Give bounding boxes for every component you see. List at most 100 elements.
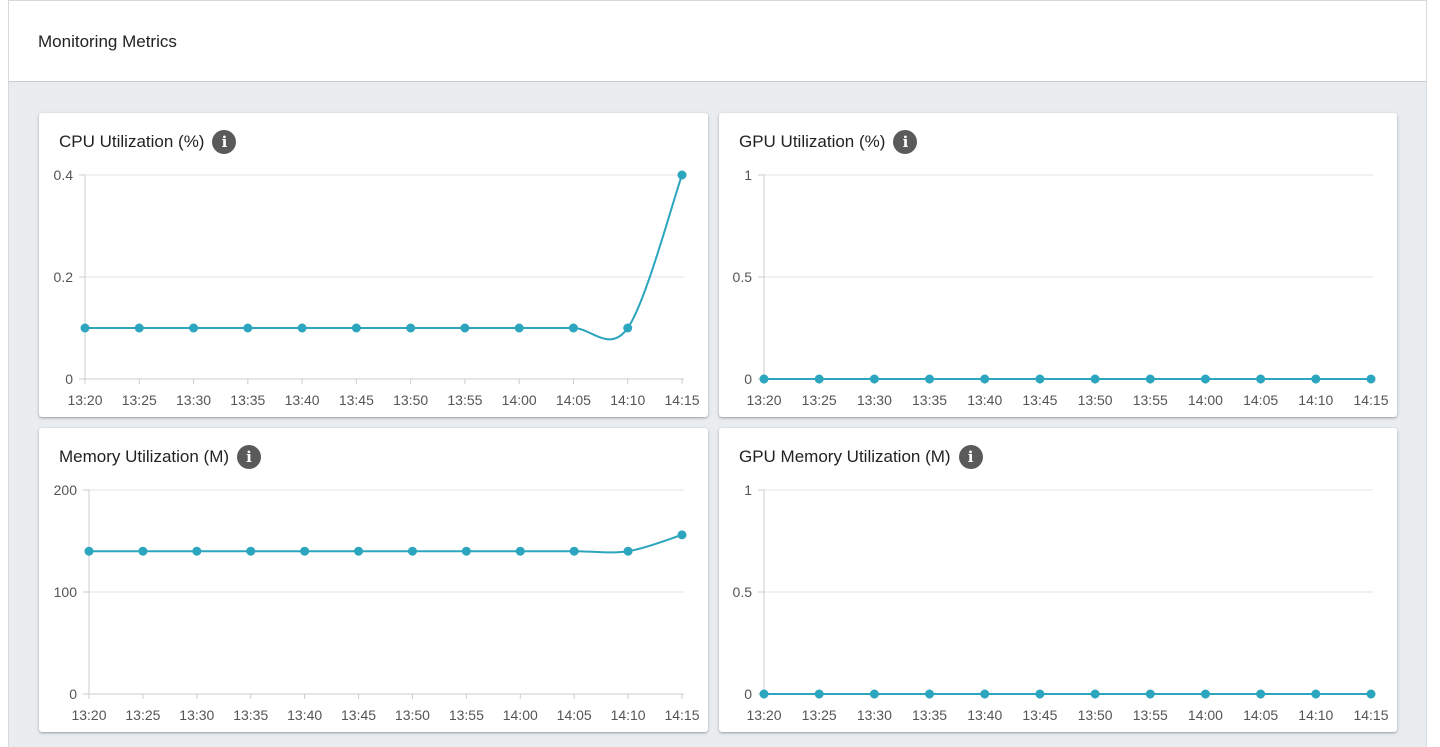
x-tick-label: 14:05 <box>557 707 592 723</box>
x-tick-label: 13:40 <box>287 707 322 723</box>
x-tick-label: 13:50 <box>1078 392 1113 408</box>
cpu-utilization-title: CPU Utilization (%) i <box>59 130 237 154</box>
x-tick-label: 13:40 <box>967 392 1002 408</box>
data-point <box>677 170 687 180</box>
y-tick-label: 0.2 <box>54 269 74 285</box>
data-point <box>514 323 524 333</box>
info-icon[interactable]: i <box>958 445 983 469</box>
data-point <box>515 546 525 556</box>
gpu-utilization-chart: 0 0.5 1 13:20 13:25 13:30 13:35 13:40 13:45 13:50… <box>733 167 1389 408</box>
data-point <box>189 323 199 333</box>
data-point <box>407 546 417 556</box>
memory-utilization-title: Memory Utilization (M) i <box>59 445 262 469</box>
x-tick-label: 13:50 <box>395 707 430 723</box>
info-icon[interactable]: i <box>893 130 918 154</box>
gpu-utilization-card: GPU Utilization (%) i 0 0.5 1 13:20 13:25 13:… <box>719 113 1397 417</box>
x-tick-label: 14:10 <box>1298 392 1333 408</box>
data-point <box>1145 374 1155 384</box>
data-point <box>759 374 769 384</box>
x-tick-label: 13:30 <box>176 392 211 408</box>
x-tick-label: 13:20 <box>746 707 781 723</box>
x-tick-label: 13:45 <box>1022 707 1057 723</box>
x-tick-label: 13:55 <box>447 392 482 408</box>
y-tick-label: 100 <box>54 584 78 600</box>
x-tick-label: 13:35 <box>912 707 947 723</box>
data-point <box>134 323 144 333</box>
card-title-label: GPU Memory Utilization (M) <box>739 447 951 466</box>
data-point <box>1145 689 1155 699</box>
x-tick-label: 13:55 <box>1133 392 1168 408</box>
data-point <box>869 374 879 384</box>
data-point <box>138 546 148 556</box>
x-tick-label: 13:55 <box>1133 707 1168 723</box>
x-tick-label: 13:20 <box>71 707 106 723</box>
data-point <box>1256 689 1266 699</box>
x-tick-label: 14:00 <box>503 707 538 723</box>
data-point <box>759 689 769 699</box>
card-title-label: CPU Utilization (%) <box>59 132 205 151</box>
data-point <box>354 546 364 556</box>
data-point <box>192 546 202 556</box>
x-tick-label: 14:15 <box>1353 707 1388 723</box>
cpu-utilization-card: CPU Utilization (%) i 0 0.2 0.4 13:20 13:25 1… <box>39 113 708 417</box>
y-tick-label: 1 <box>744 482 752 498</box>
app-frame: Monitoring Metrics CPU Utilization (%) i… <box>8 0 1427 747</box>
data-point <box>925 374 935 384</box>
data-point <box>1366 689 1376 699</box>
page-title: Monitoring Metrics <box>38 32 177 51</box>
cpu-utilization-chart: 0 0.2 0.4 13:20 13:25 13:30 13:35 13:40 13:45 13:… <box>54 167 700 408</box>
info-icon[interactable]: i <box>212 130 237 154</box>
data-point <box>460 323 470 333</box>
data-point <box>623 546 633 556</box>
data-point <box>406 323 416 333</box>
x-tick-label: 13:30 <box>179 707 214 723</box>
x-tick-label: 13:25 <box>125 707 160 723</box>
x-tick-label: 13:50 <box>1078 707 1113 723</box>
data-point <box>980 374 990 384</box>
y-tick-label: 200 <box>54 482 78 498</box>
x-tick-label: 13:30 <box>857 707 892 723</box>
series-line <box>85 174 683 341</box>
data-point <box>869 689 879 699</box>
x-tick-label: 14:00 <box>502 392 537 408</box>
y-tick-label: 0 <box>744 371 752 387</box>
x-tick-label: 13:25 <box>802 392 837 408</box>
y-tick-label: 0.4 <box>54 167 74 183</box>
data-point <box>1311 689 1321 699</box>
x-tick-label: 13:35 <box>233 707 268 723</box>
x-tick-label: 14:10 <box>611 707 646 723</box>
data-point <box>1200 374 1210 384</box>
data-point <box>980 689 990 699</box>
x-tick-label: 14:00 <box>1188 392 1223 408</box>
y-tick-label: 0 <box>69 686 77 702</box>
x-tick-label: 13:40 <box>967 707 1002 723</box>
memory-utilization-card: Memory Utilization (M) i 0 100 200 13:20 13:… <box>39 428 708 732</box>
x-tick-label: 13:30 <box>857 392 892 408</box>
x-tick-label: 13:35 <box>230 392 265 408</box>
data-point <box>814 689 824 699</box>
data-point <box>246 546 256 556</box>
x-tick-label: 13:45 <box>341 707 376 723</box>
data-point <box>568 323 578 333</box>
x-tick-label: 13:20 <box>746 392 781 408</box>
x-tick-label: 13:25 <box>122 392 157 408</box>
card-title-label: Memory Utilization (M) <box>59 447 230 466</box>
data-point <box>814 374 824 384</box>
data-point <box>1090 374 1100 384</box>
gpu-utilization-title: GPU Utilization (%) i <box>739 130 918 154</box>
data-point <box>1035 374 1045 384</box>
data-point <box>1090 689 1100 699</box>
data-point <box>80 323 90 333</box>
data-point <box>1200 689 1210 699</box>
x-tick-label: 13:50 <box>393 392 428 408</box>
x-tick-label: 14:05 <box>1243 392 1278 408</box>
page-header: Monitoring Metrics <box>9 1 1426 82</box>
info-icon[interactable]: i <box>237 445 262 469</box>
memory-utilization-chart: 0 100 200 13:20 13:25 13:30 13:35 13:40 13:45 13:… <box>54 482 700 723</box>
x-tick-label: 14:05 <box>556 392 591 408</box>
y-tick-label: 0.5 <box>733 269 753 285</box>
x-tick-label: 13:20 <box>67 392 102 408</box>
y-tick-label: 1 <box>744 167 752 183</box>
x-tick-label: 14:10 <box>610 392 645 408</box>
y-tick-label: 0 <box>744 686 752 702</box>
